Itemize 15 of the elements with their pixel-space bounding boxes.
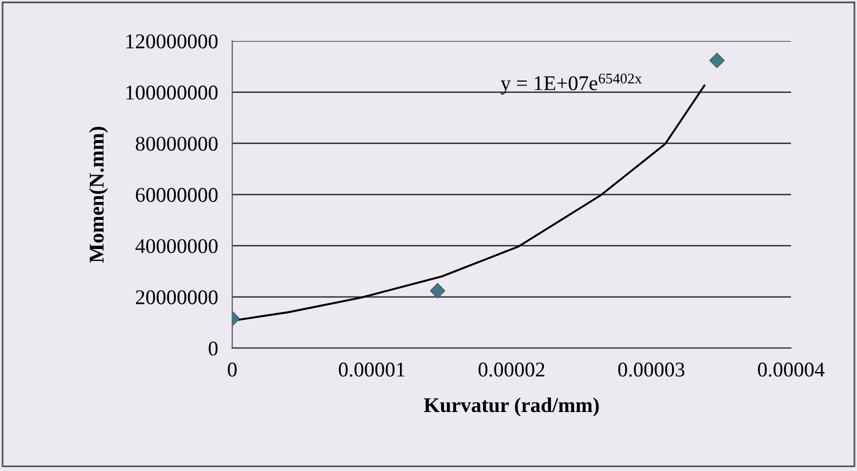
x-tick-label: 0 [228, 362, 237, 377]
x-tick-label: 0.00002 [478, 362, 544, 377]
annotation: y = 1E+07e$^{65402x}$ [500, 74, 642, 95]
x-tick-label: 0.00001 [338, 362, 405, 377]
y-tick-label: 100000000 [126, 86, 218, 100]
x-tick-label: 0.00004 [758, 362, 825, 377]
x-axis-title: Kurvatur (rad/mm) [424, 398, 599, 416]
y-tick-label: 60000000 [136, 188, 218, 202]
y-tick-label: 80000000 [136, 136, 218, 151]
y-tick-label: 20000000 [136, 290, 218, 304]
x-tick-label: 0.00003 [618, 362, 684, 377]
y-tick-label: 120000000 [126, 34, 218, 48]
y-tick-label: 0 [208, 341, 218, 356]
y-tick-label: 40000000 [135, 239, 218, 254]
y-axis-title: Momen(N.mm) [89, 126, 108, 263]
